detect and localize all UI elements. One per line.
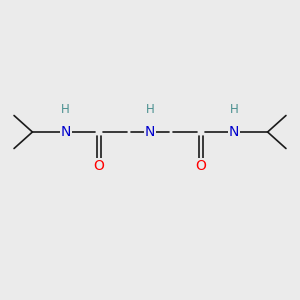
Text: O: O bbox=[94, 159, 104, 173]
Text: N: N bbox=[61, 125, 71, 139]
Text: N: N bbox=[229, 125, 239, 139]
Text: H: H bbox=[61, 103, 70, 116]
Text: H: H bbox=[230, 103, 239, 116]
Text: N: N bbox=[145, 125, 155, 139]
Text: H: H bbox=[146, 103, 154, 116]
Text: O: O bbox=[196, 159, 206, 173]
